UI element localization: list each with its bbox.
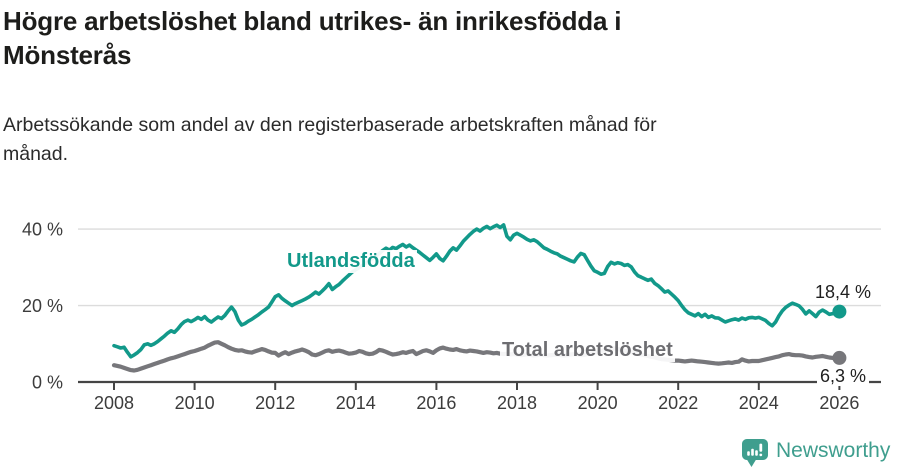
- x-axis: [78, 380, 881, 390]
- newsworthy-pin-icon: [742, 439, 768, 467]
- series-label-utlandsfodda: Utlandsfödda: [285, 250, 417, 273]
- axis-tick-labels: 0 % 20 % 40 % 2008 2010 2012 2014 2016 2018 2020 2…: [22, 220, 859, 413]
- newsworthy-logo: Newsworthy: [741, 438, 890, 469]
- series-lines: [111, 223, 847, 373]
- y-axis-tick-label: 0 %: [32, 373, 63, 393]
- series-line-total: [111, 340, 842, 373]
- brand-name: Newsworthy: [776, 439, 891, 462]
- x-axis-tick-label: 2022: [658, 393, 698, 413]
- x-axis-tick-label: 2026: [819, 393, 859, 413]
- bar-chart-glyph: [747, 443, 763, 457]
- x-axis-tick-label: 2014: [336, 393, 376, 413]
- x-axis-tick-label: 2020: [578, 393, 618, 413]
- series-end-dot-total: [832, 350, 847, 365]
- page-title: Högre arbetslöshet bland utrikes- än inr…: [3, 6, 622, 70]
- series-label-total: Total arbetslöshet: [500, 339, 675, 362]
- end-value-label-total: 6,3 %: [817, 367, 870, 386]
- end-value-label-utlandsfodda: 18,4 %: [815, 282, 872, 302]
- x-axis-tick-label: 2016: [416, 393, 456, 413]
- series-line-utlandsfodda: [112, 223, 842, 359]
- x-axis-tick-label: 2010: [175, 393, 215, 413]
- series-end-dot-utlandsfodda: [832, 304, 847, 319]
- y-axis-tick-label: 20 %: [22, 296, 63, 316]
- x-axis-tick-label: 2024: [739, 393, 779, 413]
- x-axis-tick-label: 2008: [94, 393, 134, 413]
- gridlines: [78, 228, 881, 307]
- x-axis-tick-label: 2012: [255, 393, 295, 413]
- x-axis-tick-label: 2018: [497, 393, 537, 413]
- y-axis-tick-label: 40 %: [22, 220, 63, 240]
- chart-subtitle: Arbetssökande som andel av den registerb…: [3, 114, 657, 166]
